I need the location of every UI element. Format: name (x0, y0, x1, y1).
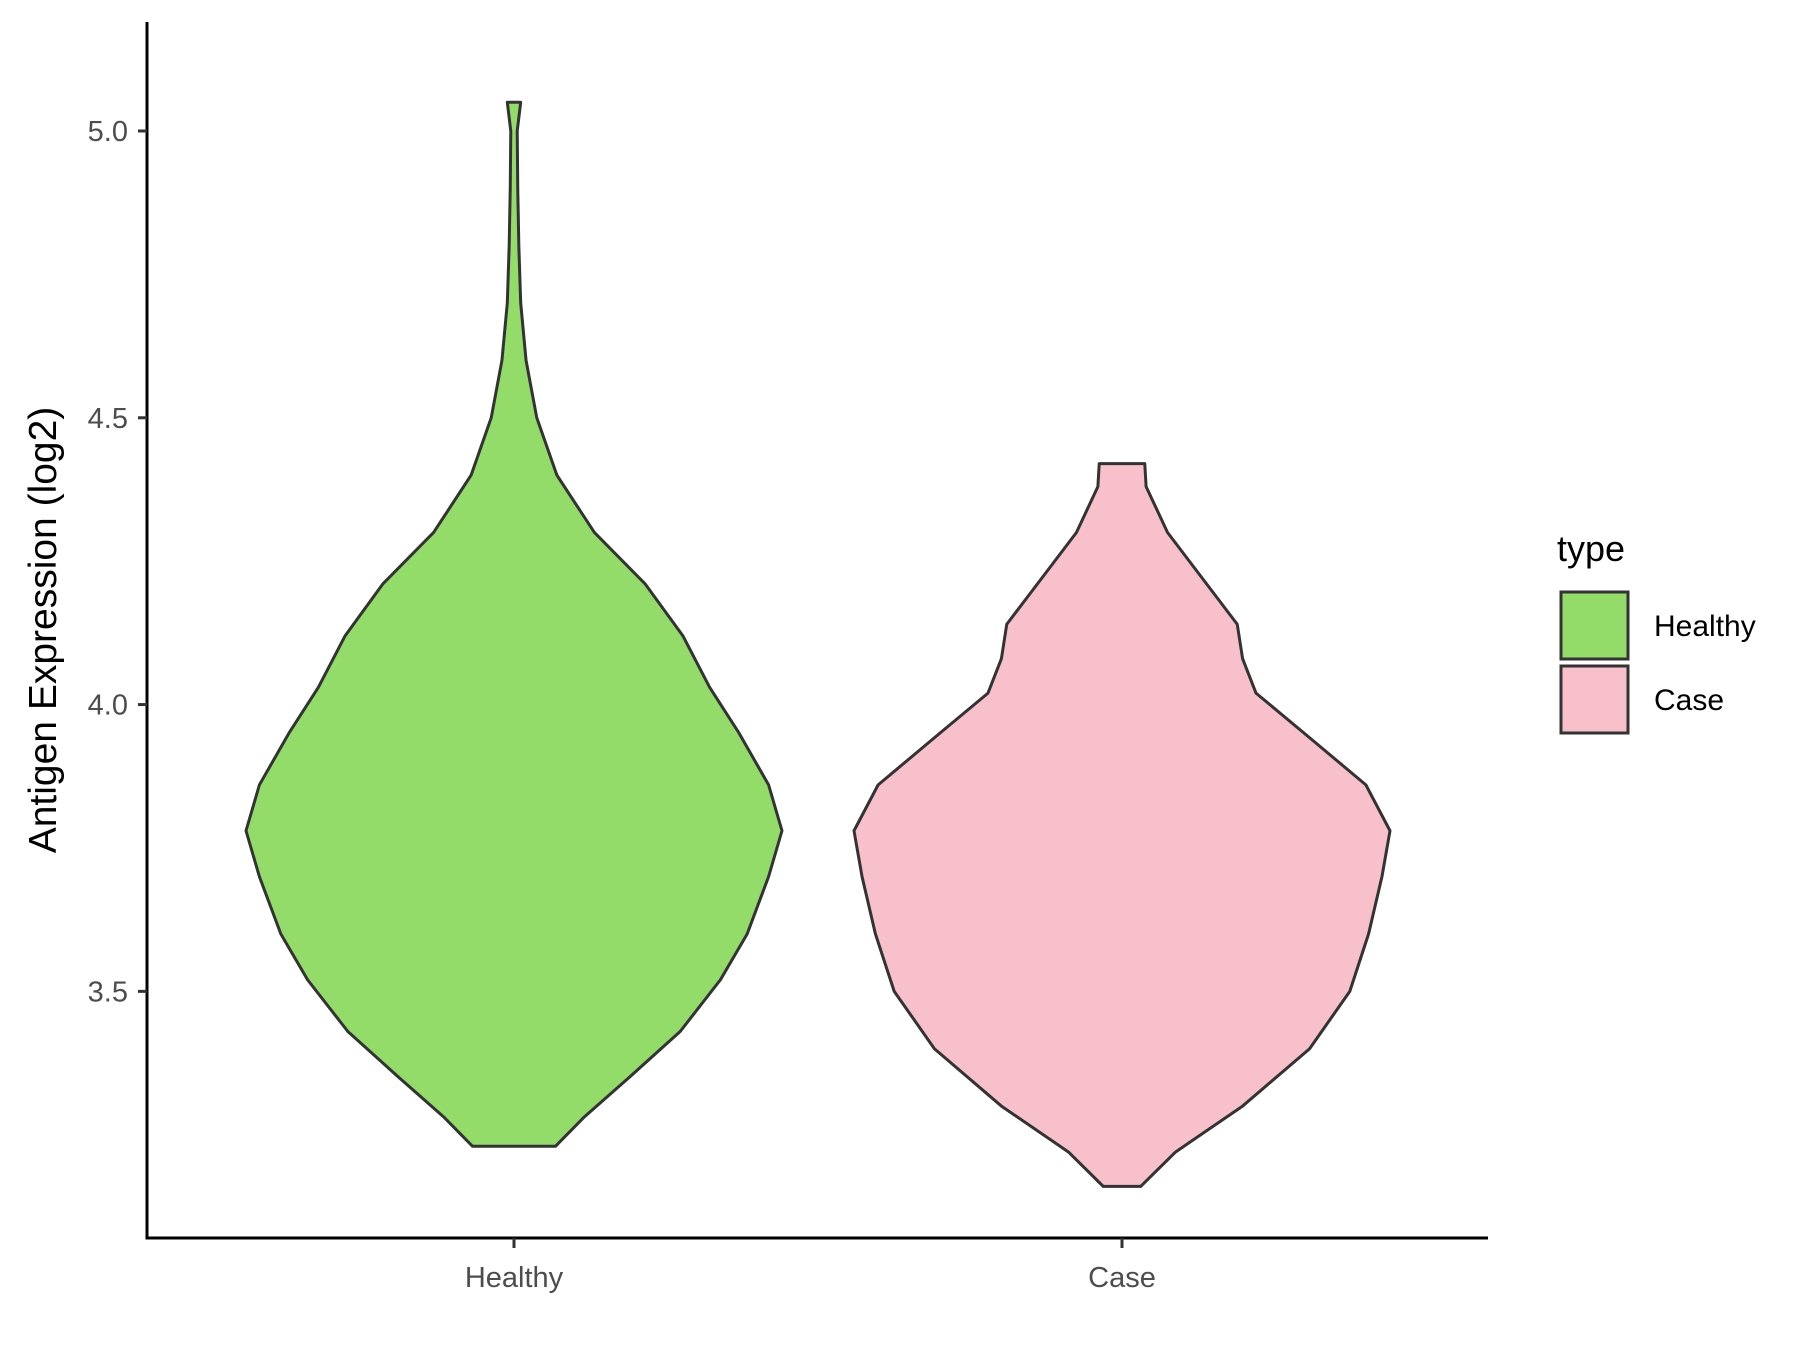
legend-swatch-case (1559, 664, 1630, 735)
legend-swatch-healthy (1559, 590, 1630, 661)
y-tick-label: 3.5 (88, 976, 128, 1008)
legend: Healthy Case (1559, 590, 1756, 735)
y-tick-label: 5.0 (88, 116, 128, 148)
legend-label-healthy: Healthy (1654, 610, 1756, 643)
violin-healthy (244, 100, 784, 1148)
x-tick-label-case: Case (1088, 1262, 1156, 1294)
x-ticks: Healthy Case (465, 1238, 1156, 1294)
y-tick-label: 4.0 (88, 690, 128, 722)
y-ticks: 3.5 4.0 4.5 5.0 (88, 116, 147, 1008)
y-axis-title: Antigen Expression (log2) (22, 407, 65, 854)
legend-label-case: Case (1654, 684, 1724, 717)
x-tick-label-healthy: Healthy (465, 1262, 564, 1294)
violin-case (852, 462, 1392, 1188)
y-tick-label: 4.5 (88, 403, 128, 435)
violin-layer (244, 100, 1392, 1188)
legend-title: type (1557, 528, 1625, 569)
